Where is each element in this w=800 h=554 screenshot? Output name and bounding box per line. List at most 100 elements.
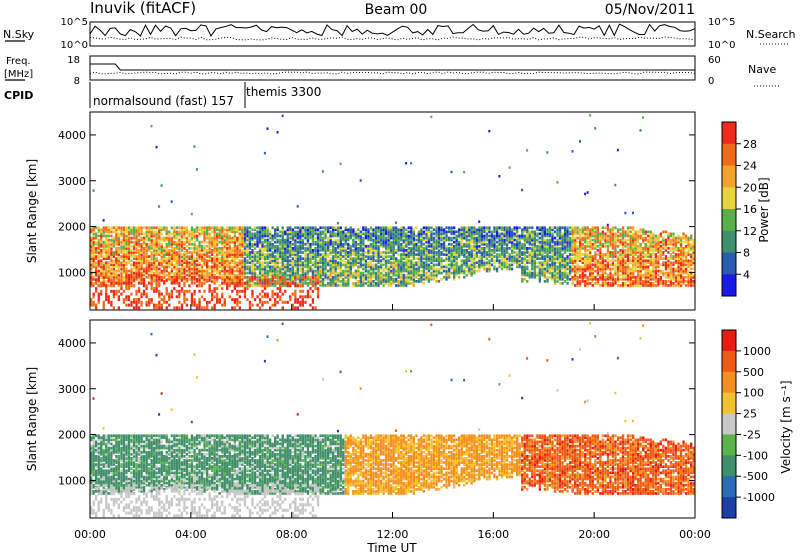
power-cell	[132, 298, 136, 302]
power-cell	[251, 263, 254, 267]
power-cell	[526, 230, 529, 234]
power-cell	[163, 247, 166, 250]
power-cell	[107, 269, 110, 273]
power-cell	[145, 269, 148, 273]
power-cell	[228, 228, 231, 232]
power-cell	[405, 232, 408, 236]
power-cell	[337, 244, 340, 248]
power-cell	[105, 276, 108, 280]
power-cell	[291, 269, 294, 273]
power-cell	[261, 280, 264, 283]
power-cell	[102, 261, 105, 265]
freq-panel: Freq. [MHz] 18 8 60 0 Nave	[4, 55, 780, 87]
power-cell	[437, 244, 441, 248]
power-cell	[453, 277, 456, 281]
power-cell	[107, 234, 110, 238]
power-cell	[480, 257, 483, 260]
power-cell	[435, 244, 438, 248]
power-cell	[211, 261, 214, 265]
power-cell	[435, 232, 438, 236]
power-cell	[475, 261, 478, 265]
power-cell	[357, 251, 360, 254]
power-cell	[402, 261, 405, 265]
power-cell	[480, 255, 483, 258]
power-cell	[160, 232, 163, 236]
power-cell	[417, 273, 420, 277]
power-cell	[569, 226, 572, 230]
power-cell	[453, 226, 456, 230]
power-cell	[500, 257, 504, 260]
power-cell	[488, 255, 491, 258]
power-cell	[213, 257, 216, 260]
power-cell	[571, 267, 574, 271]
power-cell	[566, 255, 569, 258]
power-cell	[223, 232, 226, 236]
power-cell	[95, 226, 98, 230]
power-cell	[105, 280, 108, 283]
power-cell	[195, 251, 199, 254]
power-cell	[495, 269, 499, 273]
power-cell	[445, 234, 448, 238]
power-cell	[299, 255, 302, 258]
power-cell	[415, 226, 418, 230]
power-cell	[165, 232, 168, 236]
power-cell	[495, 267, 499, 271]
power-cell	[274, 303, 277, 307]
power-cell	[455, 269, 458, 273]
power-cell	[490, 263, 494, 267]
power-cell	[354, 255, 357, 258]
power-cell	[246, 234, 249, 238]
power-cell	[241, 238, 244, 242]
power-cell	[110, 244, 113, 248]
power-cell	[100, 263, 103, 267]
power-cell	[263, 226, 267, 230]
power-cell	[569, 261, 572, 265]
power-cell	[256, 284, 259, 287]
power-cell	[357, 271, 360, 275]
power-cell	[516, 240, 519, 244]
power-cell	[508, 253, 511, 256]
power-cell	[420, 253, 423, 256]
power-cell	[226, 253, 229, 256]
power-cell	[120, 249, 123, 252]
power-cell	[142, 269, 146, 273]
power-cell	[145, 228, 148, 232]
power-cell	[470, 247, 473, 250]
power-cell	[165, 263, 168, 267]
power-cell	[543, 226, 546, 230]
power-cell	[90, 230, 93, 234]
power-cell	[521, 257, 524, 260]
power-cell	[422, 275, 425, 279]
power-cell	[390, 284, 393, 287]
power-cell	[463, 253, 466, 256]
power-cell	[334, 251, 337, 254]
power-cell	[410, 273, 413, 277]
power-cell	[95, 236, 98, 240]
power-cell	[306, 244, 310, 248]
power-cell	[334, 275, 337, 279]
power-cell	[316, 265, 320, 269]
power-cell	[261, 230, 264, 234]
power-cell	[332, 267, 335, 271]
power-cell	[145, 263, 148, 267]
power-cell	[90, 244, 93, 248]
power-cell	[140, 263, 143, 267]
power-cell	[332, 263, 335, 267]
power-cell	[455, 247, 458, 250]
power-cell	[253, 284, 257, 287]
power-cell	[465, 226, 468, 230]
power-cell	[125, 271, 128, 275]
power-cell	[485, 253, 489, 256]
power-cell	[276, 131, 279, 134]
power-cell	[387, 280, 390, 283]
power-cell	[279, 230, 282, 234]
power-cell	[480, 263, 483, 267]
power-cell	[435, 253, 438, 256]
power-cell	[137, 263, 141, 267]
power-cell	[475, 253, 478, 256]
power-cell	[384, 251, 388, 254]
power-cell	[553, 282, 557, 285]
power-cell	[377, 244, 380, 248]
power-cell	[314, 255, 317, 258]
power-cell	[458, 271, 461, 275]
